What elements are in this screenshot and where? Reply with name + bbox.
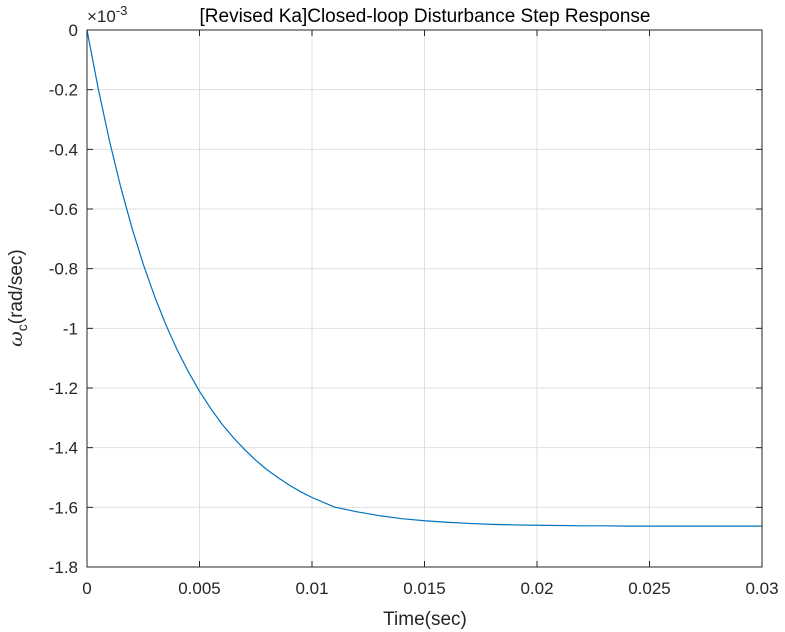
y-tick-label: 0 bbox=[69, 21, 78, 40]
ticks bbox=[86, 29, 763, 568]
y-tick-label: -0.8 bbox=[49, 260, 78, 279]
x-tick-label: 0.03 bbox=[745, 579, 778, 598]
y-exponent-label: ×10-3 bbox=[87, 3, 127, 26]
series-layer bbox=[86, 29, 762, 527]
y-axis-label-subscript: c bbox=[14, 324, 30, 331]
x-tick-label: 0.025 bbox=[628, 579, 671, 598]
x-tick-label: 0 bbox=[82, 579, 91, 598]
y-tick-label: -1.2 bbox=[49, 379, 78, 398]
y-axis-label-symbol: ω bbox=[5, 331, 27, 347]
tick-labels: 0 0.005 0.01 0.015 0.02 0.025 0.03 0 -0.2 -0.4 -0.… bbox=[49, 21, 779, 598]
x-tick-label: 0.005 bbox=[178, 579, 221, 598]
y-tick-label: -0.4 bbox=[49, 140, 78, 159]
y-exponent-base: ×10 bbox=[87, 7, 116, 26]
y-tick-label: -0.6 bbox=[49, 200, 78, 219]
x-tick-label: 0.015 bbox=[403, 579, 446, 598]
series-line bbox=[86, 29, 762, 527]
y-axis-label: ωc(rad/sec) bbox=[5, 249, 30, 346]
chart-title: [Revised Ka]Closed-loop Disturbance Step… bbox=[200, 6, 651, 27]
y-tick-label: -1.4 bbox=[49, 439, 78, 458]
y-tick-label: -0.2 bbox=[49, 81, 78, 100]
x-tick-label: 0.02 bbox=[520, 579, 553, 598]
x-tick-label: 0.01 bbox=[295, 579, 328, 598]
y-exponent-power: -3 bbox=[116, 3, 128, 18]
y-tick-label: -1.6 bbox=[49, 498, 78, 517]
y-tick-label: -1 bbox=[63, 319, 78, 338]
x-axis-label: Time(sec) bbox=[383, 609, 467, 630]
y-tick-label: -1.8 bbox=[49, 558, 78, 577]
y-axis-label-unit: (rad/sec) bbox=[6, 249, 27, 324]
